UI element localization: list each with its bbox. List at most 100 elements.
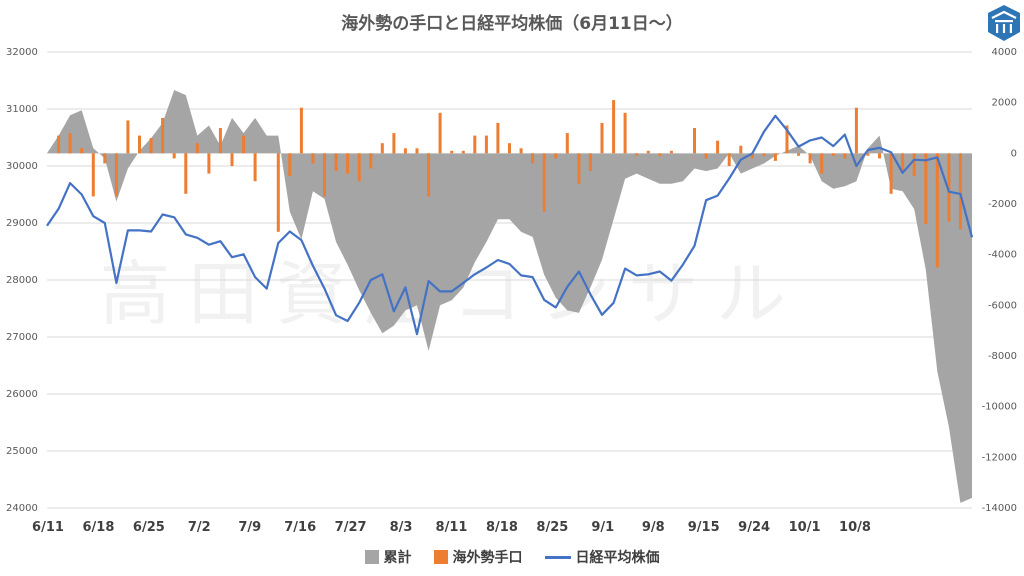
flow-bar <box>808 153 812 164</box>
flow-bar <box>195 143 199 154</box>
left-tick-label: 25000 <box>6 446 38 457</box>
flow-bar <box>288 153 292 177</box>
legend-swatch-foreign <box>433 550 448 564</box>
flow-bar <box>588 153 592 171</box>
flow-bar <box>542 153 546 212</box>
flow-bar <box>438 112 442 154</box>
flow-bar <box>392 133 396 154</box>
flow-bar <box>369 153 373 169</box>
flow-bar <box>750 153 754 159</box>
flow-bar <box>716 140 720 154</box>
flow-bar <box>508 143 511 154</box>
left-tick-label: 29000 <box>6 218 38 229</box>
right-tick-label: -14000 <box>982 503 1017 514</box>
flow-bar <box>935 153 939 268</box>
cumulative-area-layer <box>47 90 972 503</box>
flow-bar <box>635 153 639 156</box>
flow-bar <box>947 153 951 222</box>
flow-bar <box>299 107 303 154</box>
flow-bar <box>854 107 858 154</box>
flow-bar <box>912 153 916 177</box>
flow-bar <box>901 153 905 174</box>
flow-bar <box>403 148 407 154</box>
flow-bar <box>91 153 95 197</box>
flow-bar <box>646 150 650 154</box>
x-tick-label: 7/9 <box>238 520 261 535</box>
flow-bar <box>172 153 176 159</box>
flow-bar <box>323 153 326 197</box>
left-tick-label: 27000 <box>6 332 38 343</box>
flow-bar <box>554 153 558 159</box>
flow-bar <box>218 128 222 154</box>
right-tick-label: -4000 <box>988 250 1017 261</box>
flow-bar <box>57 135 61 154</box>
flow-bar <box>785 125 789 154</box>
x-tick-label: 9/15 <box>688 520 720 535</box>
x-tick-label: 8/3 <box>390 520 413 535</box>
x-axis: 6/11 6/18 6/25 7/2 7/9 7/16 7/27 8/3 8/11 8/18 8/2… <box>32 520 871 535</box>
flow-bar <box>739 145 743 154</box>
flow-bar <box>496 122 500 154</box>
flow-bar <box>831 153 835 156</box>
logo-icon <box>988 5 1020 41</box>
nikkei-line-layer <box>46 114 974 336</box>
flow-bar <box>184 153 188 194</box>
chart-title: 海外勢の手口と日経平均株価（6月11日～） <box>341 14 683 34</box>
right-tick-label: -2000 <box>988 199 1017 210</box>
flow-bar <box>80 148 84 154</box>
legend-label-nikkei: 日経平均株価 <box>575 550 660 566</box>
flow-bar <box>612 100 616 154</box>
flow-bar <box>357 153 361 182</box>
flow-bar <box>253 153 257 182</box>
flow-bar <box>727 153 731 166</box>
flow-bar <box>138 135 141 154</box>
legend-label-foreign: 海外勢手口 <box>452 550 523 566</box>
left-tick-label: 30000 <box>6 161 38 172</box>
legend-item-nikkei: 日経平均株価 <box>544 547 660 567</box>
right-tick-label: -6000 <box>988 300 1017 311</box>
x-tick-label: 10/8 <box>839 520 871 535</box>
flow-bar <box>820 153 824 174</box>
legend-label-cumulative: 累計 <box>383 550 412 566</box>
left-tick-label: 31000 <box>6 104 38 115</box>
flow-bar <box>577 153 581 184</box>
flow-bar <box>242 135 246 154</box>
flow-bar <box>230 153 234 166</box>
flow-bar <box>565 133 569 154</box>
flow-bar <box>924 153 928 225</box>
left-tick-label: 28000 <box>6 275 38 286</box>
flow-bar <box>415 148 419 154</box>
flow-bar <box>276 153 280 232</box>
x-tick-label: 7/2 <box>188 520 211 535</box>
x-tick-label: 8/18 <box>486 520 518 535</box>
flow-bar <box>797 153 801 156</box>
flow-bar <box>669 150 673 154</box>
flow-bar <box>843 153 847 159</box>
cumulative-area <box>47 90 972 503</box>
flow-bar <box>473 135 477 154</box>
left-axis: 32000 31000 30000 29000 28000 27000 26000 25000… <box>6 47 38 514</box>
flow-bar <box>531 153 535 164</box>
x-tick-label: 9/8 <box>642 520 665 535</box>
flow-bar <box>68 133 72 154</box>
flow-bar <box>878 153 881 159</box>
flow-bar <box>114 153 118 197</box>
flow-bar <box>207 153 211 174</box>
flow-bar <box>461 150 465 154</box>
x-tick-label: 10/1 <box>789 520 821 535</box>
flow-bar <box>149 138 153 154</box>
legend-swatch-nikkei <box>544 555 571 559</box>
flow-bar <box>693 128 696 154</box>
nikkei-line <box>46 114 974 336</box>
flow-bar <box>346 153 350 174</box>
right-tick-label: -12000 <box>982 452 1017 463</box>
flow-bar <box>334 153 338 171</box>
flow-bar <box>866 153 870 156</box>
right-axis: 4000 2000 0 -2000 -4000 -6000 -8000 -10000 -1200… <box>982 47 1017 514</box>
flow-bar <box>103 153 107 164</box>
right-tick-label: -8000 <box>988 351 1017 362</box>
flow-bar <box>427 153 431 197</box>
left-tick-label: 24000 <box>6 503 38 514</box>
legend: 累計 海外勢手口 日経平均株価 <box>0 544 1024 570</box>
